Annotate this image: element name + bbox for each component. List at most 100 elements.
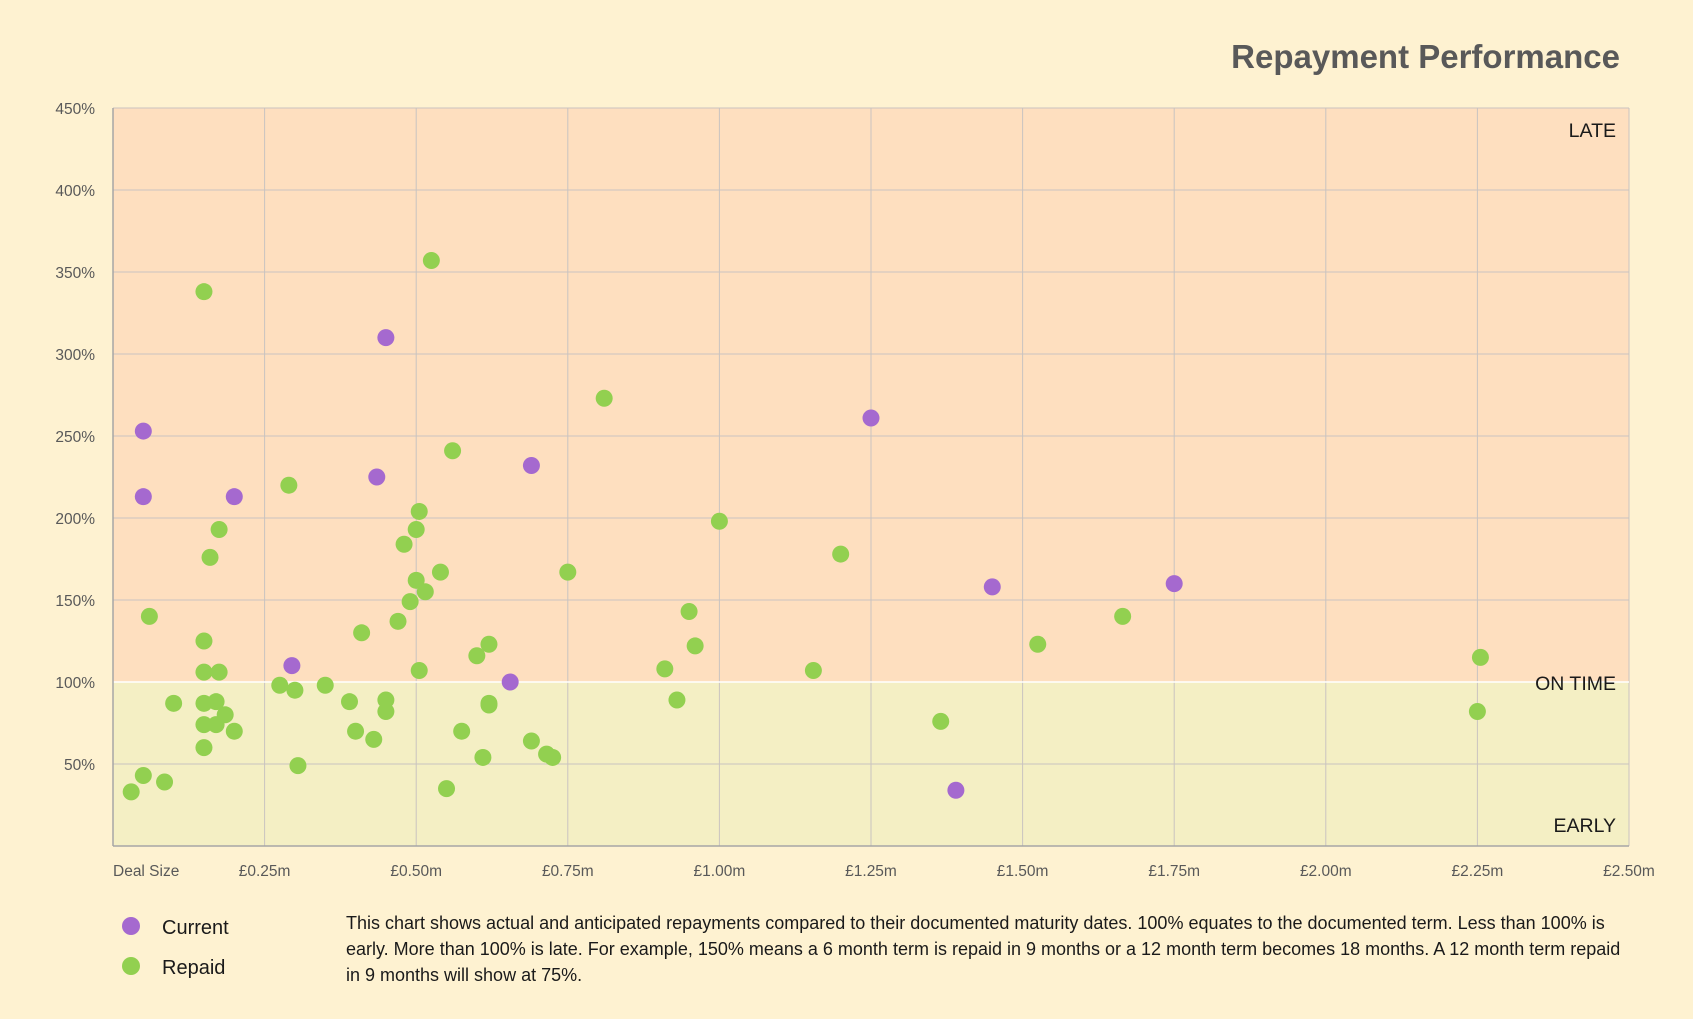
legend-marker-current: [122, 917, 140, 935]
data-point-repaid: [280, 476, 298, 494]
data-point-repaid: [710, 512, 728, 530]
x-tick-label: £2.50m: [1603, 863, 1655, 880]
data-point-repaid: [195, 632, 213, 650]
data-point-current: [1165, 575, 1183, 593]
data-point-repaid: [686, 637, 704, 655]
data-point-repaid: [195, 663, 213, 681]
y-tick-labels: 50% 100% 150% 200% 250% 300% 350% 400% 450%: [55, 101, 95, 774]
y-tick-label: 250%: [55, 429, 95, 446]
series-repaid: [122, 252, 1489, 801]
data-point-repaid: [365, 730, 383, 748]
y-tick-label: 300%: [55, 347, 95, 364]
y-tick-label: 150%: [55, 593, 95, 610]
data-point-repaid: [1468, 703, 1486, 721]
data-point-repaid: [453, 722, 471, 740]
data-point-repaid: [340, 693, 358, 711]
data-point-current: [377, 329, 395, 347]
data-point-current: [134, 422, 152, 440]
grid-lines: [113, 107, 1630, 846]
data-point-current: [501, 673, 519, 691]
y-tick-label: 350%: [55, 265, 95, 282]
data-point-repaid: [407, 571, 425, 589]
zone-label-late: LATE: [1569, 120, 1616, 142]
data-point-repaid: [210, 663, 228, 681]
y-tick-label: 200%: [55, 511, 95, 528]
data-point-repaid: [207, 693, 225, 711]
data-point-repaid: [286, 681, 304, 699]
data-point-repaid: [377, 703, 395, 721]
legend: Current Repaid: [122, 917, 229, 979]
data-point-repaid: [289, 757, 307, 775]
chart-title: Repayment Performance: [1231, 38, 1620, 75]
data-point-current: [983, 578, 1001, 596]
data-point-repaid: [165, 694, 183, 712]
data-point-repaid: [195, 283, 213, 301]
y-tick-label: 100%: [55, 675, 95, 692]
zone-label-on-time: ON TIME: [1535, 673, 1616, 695]
data-point-repaid: [347, 722, 365, 740]
legend-label-repaid: Repaid: [162, 957, 225, 979]
x-tick-label: £0.25m: [239, 863, 291, 880]
data-point-repaid: [271, 676, 289, 694]
data-point-repaid: [422, 252, 440, 270]
data-point-repaid: [201, 548, 219, 566]
data-point-repaid: [480, 696, 498, 714]
x-tick-label: £0.50m: [390, 863, 442, 880]
legend-marker-repaid: [122, 957, 140, 975]
data-point-repaid: [595, 389, 613, 407]
data-point-repaid: [1029, 635, 1047, 653]
data-point-current: [862, 409, 880, 427]
data-point-repaid: [522, 732, 540, 750]
data-point-repaid: [353, 624, 371, 642]
data-point-current: [225, 488, 243, 506]
data-point-repaid: [559, 563, 577, 581]
data-points: [122, 252, 1489, 801]
data-point-repaid: [668, 691, 686, 709]
x-tick-label: £0.75m: [542, 863, 594, 880]
data-point-repaid: [444, 442, 462, 460]
data-point-repaid: [134, 766, 152, 784]
axes: [112, 108, 1629, 847]
data-point-repaid: [480, 635, 498, 653]
x-tick-label: £2.00m: [1300, 863, 1352, 880]
data-point-current: [368, 468, 386, 486]
data-point-repaid: [410, 662, 428, 680]
data-point-repaid: [216, 706, 234, 724]
data-point-current: [947, 781, 965, 799]
series-current: [134, 329, 1183, 799]
x-tick-label: £1.50m: [997, 863, 1049, 880]
data-point-repaid: [1114, 607, 1132, 625]
zone-label-early: EARLY: [1554, 815, 1617, 837]
x-tick-label: £1.75m: [1148, 863, 1200, 880]
data-point-repaid: [401, 593, 419, 611]
data-point-repaid: [832, 545, 850, 563]
data-point-repaid: [210, 520, 228, 538]
x-tick-label: £1.25m: [845, 863, 897, 880]
data-point-repaid: [680, 602, 698, 620]
data-point-repaid: [431, 563, 449, 581]
data-point-repaid: [438, 780, 456, 798]
data-point-repaid: [804, 662, 822, 680]
data-point-repaid: [195, 739, 213, 757]
x-tick-label: £2.25m: [1452, 863, 1504, 880]
data-point-current: [283, 657, 301, 675]
data-point-current: [134, 488, 152, 506]
data-point-current: [522, 457, 540, 475]
data-point-repaid: [474, 748, 492, 766]
x-tick-label: £1.00m: [694, 863, 746, 880]
data-point-repaid: [932, 712, 950, 730]
y-tick-label: 450%: [55, 101, 95, 118]
data-point-repaid: [389, 612, 407, 630]
x-axis-title: Deal Size: [113, 863, 179, 880]
data-point-repaid: [416, 583, 434, 601]
legend-label-current: Current: [162, 917, 229, 939]
x-tick-labels: £0.25m £0.50m £0.75m £1.00m £1.25m £1.50m £1.7…: [239, 863, 1655, 880]
data-point-repaid: [1471, 648, 1489, 666]
data-point-repaid: [140, 607, 158, 625]
data-point-repaid: [195, 716, 213, 734]
data-point-repaid: [544, 748, 562, 766]
data-point-repaid: [225, 722, 243, 740]
chart-footnote: This chart shows actual and anticipated …: [346, 913, 1621, 985]
data-point-repaid: [468, 647, 486, 665]
data-point-repaid: [656, 660, 674, 678]
